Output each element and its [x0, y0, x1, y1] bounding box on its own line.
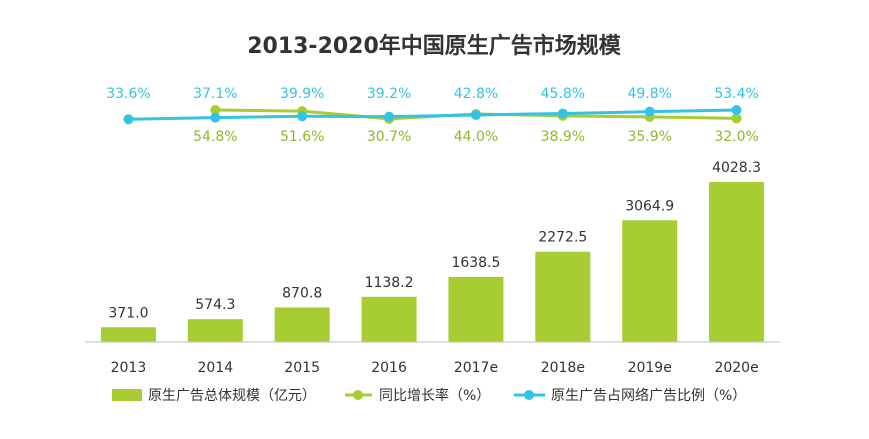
growth_series-value-label: 32.0%	[714, 129, 758, 145]
bar-2018e	[535, 251, 591, 342]
growth_series-value-label: 44.0%	[454, 129, 498, 145]
share_series-value-label: 39.9%	[280, 86, 324, 102]
x-tick-label: 2018e	[541, 360, 585, 376]
bar-2014	[187, 319, 243, 342]
share_series-marker-2013	[123, 114, 134, 125]
bar-value-label: 1138.2	[365, 275, 414, 291]
growth_series-value-label: 30.7%	[367, 129, 411, 145]
bar-value-label: 2272.5	[538, 230, 587, 246]
bar-2017e	[448, 276, 504, 342]
bar-value-label: 3064.9	[625, 198, 674, 214]
line-layer: 54.8% 51.6% 30.7% 44.0% 38.9% 35.9% 32.0% 33.6%…	[106, 86, 759, 145]
share_series-marker-2020e	[731, 105, 742, 115]
x-tick-label: 2014	[197, 360, 233, 376]
growth_series-value-label: 35.9%	[627, 129, 671, 145]
share_series-value-label: 49.8%	[627, 86, 671, 102]
share_series-marker-2017e	[470, 109, 481, 120]
bar-value-label: 4028.3	[712, 160, 761, 176]
x-tick-label: 2020e	[714, 360, 758, 376]
growth_series-marker-2014	[210, 105, 221, 115]
legend: 原生广告总体规模（亿元） 同比增长率（%） 原生广告占网络广告比例（%）	[112, 387, 746, 404]
bar-value-label: 1638.5	[451, 255, 500, 271]
growth_series-marker-2020e	[731, 113, 742, 124]
share_series-value-label: 37.1%	[193, 86, 237, 102]
x-tick-label: 2016	[371, 360, 407, 376]
bar-2016	[361, 296, 417, 342]
share_series-value-label: 42.8%	[454, 86, 498, 102]
x-tick-label: 2017e	[454, 360, 498, 376]
share_series-value-label: 39.2%	[367, 86, 411, 102]
bar-value-label: 574.3	[195, 297, 235, 313]
share_series-value-label: 33.6%	[106, 86, 150, 102]
bar-layer: 371.0 574.3 870.8 1138.2 1638.5 2272.5 3064.9 4…	[100, 160, 765, 342]
chart-title: 2013-2020年中国原生广告市场规模	[247, 33, 622, 59]
share_series-marker-2015	[297, 111, 308, 122]
bar-2020e	[709, 182, 765, 342]
share_series-marker-2019e	[644, 106, 655, 117]
growth_series-value-label: 54.8%	[193, 129, 237, 145]
bar-2015	[274, 307, 330, 342]
bar-value-label: 870.8	[282, 285, 322, 301]
legend-swatch-growth-marker	[353, 390, 363, 400]
share_series-value-label: 45.8%	[541, 86, 585, 102]
share_series-line	[128, 108, 737, 121]
bar-value-label: 371.0	[108, 305, 148, 321]
growth_series-value-label: 51.6%	[280, 129, 324, 145]
legend-swatch-share-marker	[524, 390, 534, 400]
growth_series-value-label: 38.9%	[541, 129, 585, 145]
share_series-marker-2016	[384, 111, 395, 122]
bar-2013	[100, 327, 156, 342]
legend-label-bar: 原生广告总体规模（亿元）	[148, 388, 316, 404]
share_series-value-label: 53.4%	[714, 86, 758, 102]
x-tick-label: 2015	[284, 360, 320, 376]
legend-label-share: 原生广告占网络广告比例（%）	[551, 388, 746, 404]
legend-label-growth: 同比增长率（%）	[379, 387, 490, 404]
share_series-marker-2018e	[557, 108, 568, 119]
share_series-marker-2014	[210, 112, 221, 123]
legend-swatch-bar	[112, 389, 142, 401]
x-axis-tick-labels: 2013 2014 2015 2016 2017e 2018e 2019e 2020e	[111, 360, 759, 376]
bar-2019e	[622, 220, 678, 342]
x-tick-label: 2019e	[628, 360, 672, 376]
x-tick-label: 2013	[111, 360, 147, 376]
